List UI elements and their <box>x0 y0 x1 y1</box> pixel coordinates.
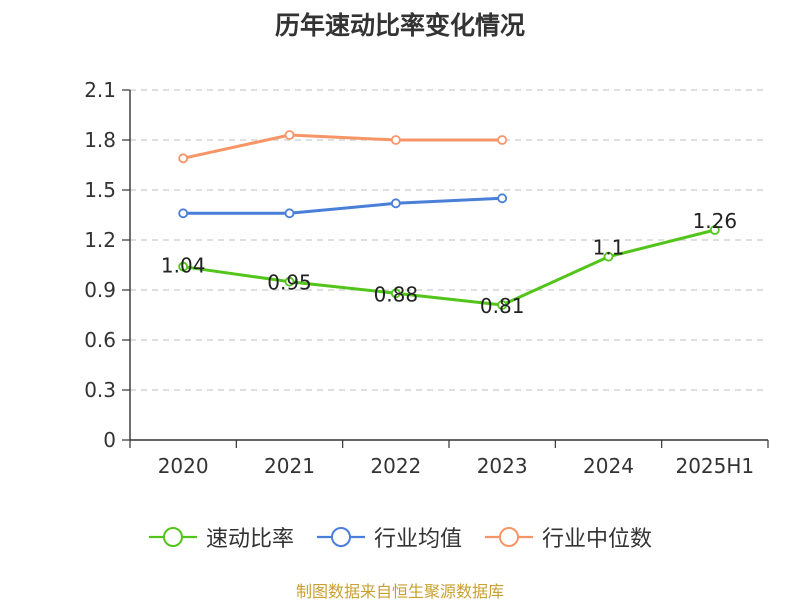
legend-label: 速动比率 <box>205 527 294 552</box>
data-label: 1.04 <box>161 254 206 278</box>
series-2-point[interactable] <box>390 198 401 209</box>
series-layer <box>178 130 720 310</box>
y-tick-label: 1.5 <box>84 178 116 202</box>
legend-line-icon <box>316 527 365 547</box>
chart-legend: 速动比率 行业均值 行业中位数 <box>0 520 800 554</box>
data-label: 0.95 <box>267 271 312 295</box>
series-1-point[interactable] <box>178 261 189 272</box>
legend-label: 行业均值 <box>373 527 462 552</box>
series-line-2 <box>183 196 503 215</box>
series-3-point[interactable] <box>178 153 189 164</box>
legend-line-icon <box>485 527 533 547</box>
series-1-point[interactable] <box>497 300 508 310</box>
series-1-point[interactable] <box>390 288 401 299</box>
x-tick-label: 2024 <box>583 454 634 478</box>
axis-layer: 0 0.3 0.6 0.9 1.2 1.5 1.8 2.1 2020 2021 2022 2023 20… <box>84 78 769 478</box>
series-2-point[interactable] <box>497 193 508 204</box>
data-label: 1.26 <box>693 209 738 233</box>
legend-item-3[interactable]: 行业中位数 <box>484 521 652 553</box>
x-tick-label: 2020 <box>158 454 209 478</box>
series-3-point[interactable] <box>284 130 295 140</box>
x-tick-label: 2022 <box>370 454 421 478</box>
x-tick-label: 2025H1 <box>675 454 754 478</box>
chart-title: 历年速动比率变化情况 <box>274 11 525 40</box>
y-tick-label: 0 <box>103 428 116 452</box>
series-2-point[interactable] <box>284 208 295 219</box>
series-1-point[interactable] <box>709 225 720 235</box>
series-line-1 <box>182 228 716 307</box>
y-tick-label: 0.3 <box>84 378 116 402</box>
data-label: 0.81 <box>480 294 525 318</box>
series-2-point[interactable] <box>178 208 189 219</box>
x-tick-label: 2021 <box>264 454 315 478</box>
y-tick-label: 1.2 <box>84 228 116 252</box>
source-note: 制图数据来自恒生聚源数据库 <box>295 582 504 601</box>
x-tick-label: 2023 <box>477 454 528 478</box>
series-3-point[interactable] <box>497 135 508 145</box>
label-layer: 1.04 0.95 0.88 0.81 1.1 1.26 <box>161 209 737 318</box>
series-line-3 <box>182 133 503 160</box>
legend-line-icon <box>148 527 197 547</box>
data-label: 1.1 <box>593 236 625 260</box>
y-tick-label: 0.9 <box>84 278 116 302</box>
data-label: 0.88 <box>374 282 419 306</box>
legend-item-1[interactable]: 速动比率 <box>148 521 294 553</box>
y-tick-label: 0.6 <box>84 328 116 352</box>
series-3-point[interactable] <box>390 135 401 145</box>
series-1-point[interactable] <box>284 276 295 287</box>
y-tick-label: 2.1 <box>84 78 116 102</box>
legend-label: 行业中位数 <box>542 527 653 552</box>
y-tick-label: 1.8 <box>84 128 116 152</box>
legend-item-2[interactable]: 行业均值 <box>316 521 462 553</box>
series-1-point[interactable] <box>603 251 614 262</box>
